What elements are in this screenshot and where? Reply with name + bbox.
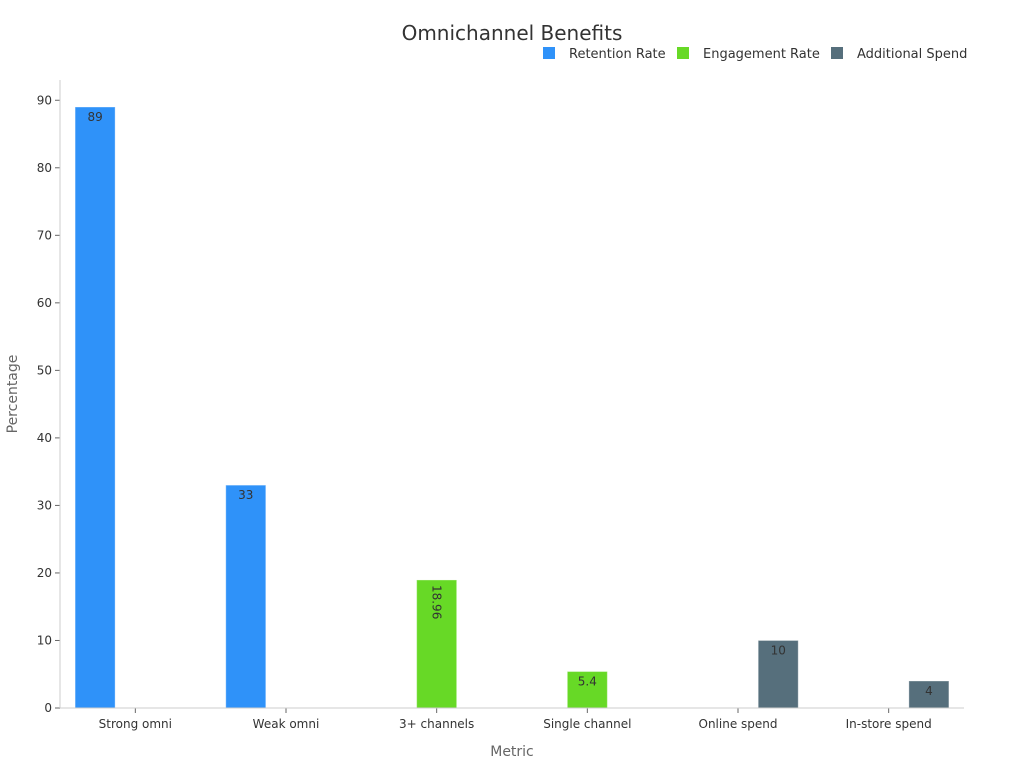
value-label-single-channel: 5.4 — [578, 675, 597, 689]
bars — [74, 106, 950, 709]
legend-label-retention-rate: Retention Rate — [569, 47, 666, 62]
y-tick-label-90: 90 — [37, 93, 52, 107]
value-label-weak-omni: 33 — [238, 488, 253, 502]
x-axis-title: Metric — [490, 744, 534, 760]
y-tick-label-40: 40 — [37, 431, 52, 445]
y-tick-label-0: 0 — [44, 701, 52, 715]
x-tick-label-3-channels: 3+ channels — [399, 717, 474, 731]
x-tick-label-online-spend: Online spend — [699, 717, 778, 731]
y-tick-label-10: 10 — [37, 633, 52, 647]
legend-label-engagement-rate: Engagement Rate — [703, 47, 820, 62]
value-label-in-store-spend: 4 — [925, 684, 933, 698]
y-tick-label-60: 60 — [37, 296, 52, 310]
value-label-online-spend: 10 — [771, 643, 786, 657]
y-tick-label-20: 20 — [37, 566, 52, 580]
bar-retention-rate-strong-omni[interactable] — [74, 106, 116, 709]
legend-label-additional-spend: Additional Spend — [857, 47, 967, 62]
y-tick-label-50: 50 — [37, 363, 52, 377]
x-tick-label-weak-omni: Weak omni — [253, 717, 320, 731]
x-tick-label-single-channel: Single channel — [543, 717, 631, 731]
legend-swatch-engagement-rate — [677, 47, 689, 59]
legend-swatch-retention-rate — [543, 47, 555, 59]
legend-swatch-additional-spend — [831, 47, 843, 59]
legend: Retention Rate Engagement Rate Additional … — [543, 47, 967, 62]
y-tick-label-70: 70 — [37, 228, 52, 242]
bar-retention-rate-weak-omni[interactable] — [225, 484, 267, 709]
y-axis-title: Percentage — [5, 355, 21, 434]
value-labels: 89 33 18.96 5.4 10 4 — [87, 110, 932, 698]
chart-title: Omnichannel Benefits — [402, 21, 623, 45]
y-axis: 0 10 20 30 40 50 60 70 80 90 — [37, 93, 60, 715]
x-tick-label-in-store-spend: In-store spend — [846, 717, 932, 731]
value-label-strong-omni: 89 — [87, 110, 102, 124]
value-label-3-channels: 18.96 — [430, 585, 444, 619]
x-axis: Strong omni Weak omni 3+ channels Single ch… — [99, 708, 932, 731]
y-tick-label-80: 80 — [37, 161, 52, 175]
bar-additional-spend-in-store-spend[interactable] — [908, 680, 950, 709]
y-tick-label-30: 30 — [37, 498, 52, 512]
x-tick-label-strong-omni: Strong omni — [99, 717, 172, 731]
